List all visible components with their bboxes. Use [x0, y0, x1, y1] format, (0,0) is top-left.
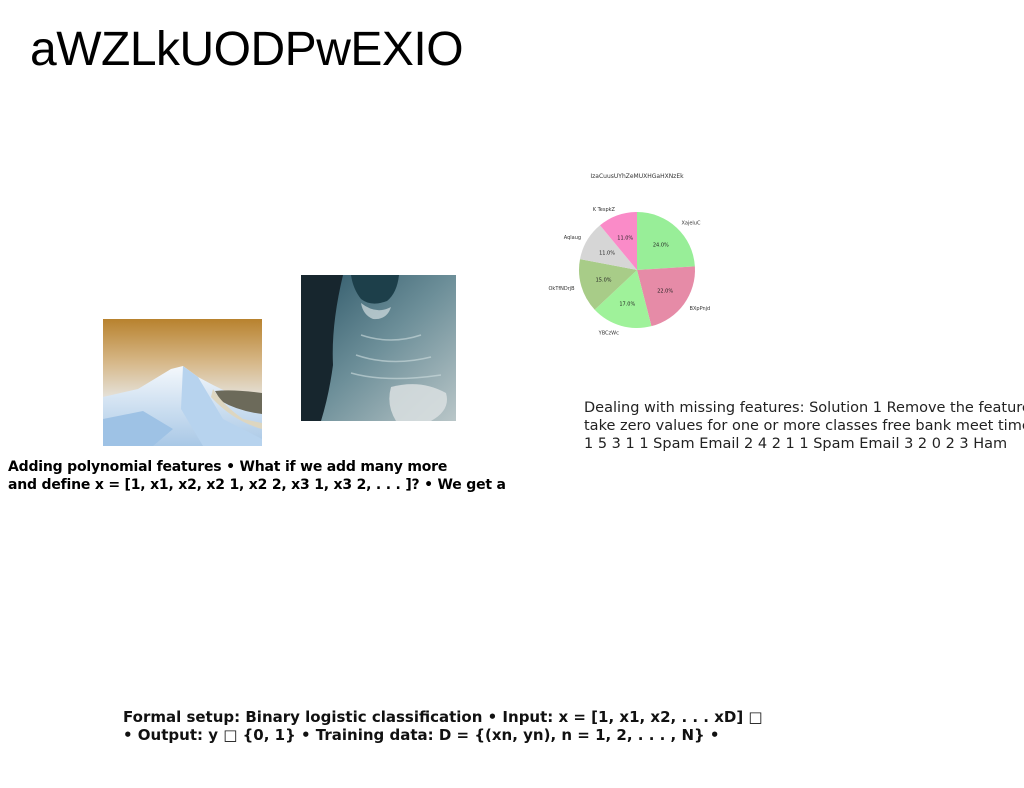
pie-category-label: YBCzWc	[598, 330, 619, 336]
polynomial-line-2: and define x = [1, x1, x2, x2 1, x2 2, x…	[8, 477, 506, 493]
pie-slice	[594, 270, 652, 328]
formal-setup-text: Formal setup: Binary logistic classifica…	[123, 708, 843, 744]
snowy-mountain-graphic	[103, 319, 262, 446]
formal-line-1: Formal setup: Binary logistic classifica…	[123, 708, 763, 726]
pie-category-label: XajeluC	[681, 221, 701, 227]
pie-slice	[637, 212, 695, 270]
pie-value-label: 15.0%	[596, 278, 612, 284]
missing-line-3: 1 5 3 1 1 Spam Email 2 4 2 1 1 Spam Emai…	[584, 436, 1008, 452]
formal-line-2: • Output: y □ {0, 1} • Training data: D …	[123, 726, 720, 744]
pie-value-label: 11.0%	[599, 250, 615, 256]
pie-category-label: BXpPnjd	[690, 306, 711, 312]
aerial-coast-image	[301, 275, 456, 421]
snowy-mountain-image	[103, 319, 262, 446]
missing-features-text: Dealing with missing features: Solution …	[584, 399, 1024, 453]
pie-slice	[579, 259, 637, 310]
missing-line-1: Dealing with missing features: Solution …	[584, 400, 1024, 416]
polynomial-features-text: Adding polynomial features • What if we …	[8, 458, 508, 494]
pie-value-label: 11.0%	[617, 235, 633, 241]
missing-line-2: take zero values for one or more classes…	[584, 418, 1024, 434]
pie-slice	[600, 212, 637, 270]
aerial-coast-graphic	[301, 275, 456, 421]
pie-value-label: 22.0%	[657, 288, 673, 294]
pie-category-label: K TespkZ	[593, 207, 616, 213]
pie-value-label: 24.0%	[653, 243, 669, 249]
pie-value-label: 17.0%	[619, 301, 635, 307]
pie-slice	[580, 225, 637, 270]
pie-category-label: Aqlaug	[564, 235, 581, 241]
pie-slice	[637, 266, 695, 327]
pie-chart: IzaCuusUYhZeMUXHGaHXNzEk 24.0% XajeluC 22.…	[548, 173, 711, 336]
chart-title: IzaCuusUYhZeMUXHGaHXNzEk	[590, 173, 684, 180]
slide-title: aWZLkUODPwEXIO	[30, 23, 464, 76]
polynomial-line-1: Adding polynomial features • What if we …	[8, 459, 448, 475]
pie-category-label: OkTfNDrjB	[548, 286, 575, 292]
